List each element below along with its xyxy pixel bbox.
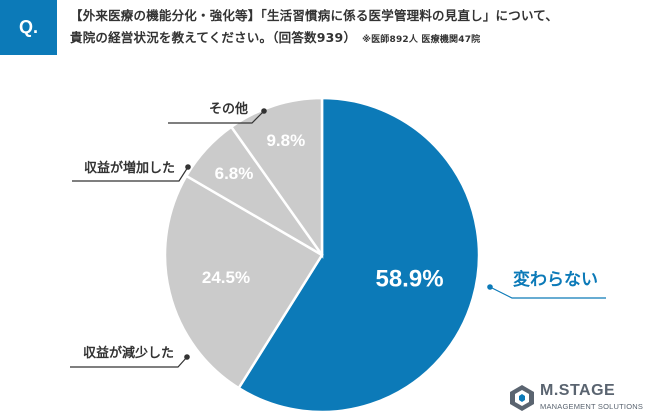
leader-dot-2: [184, 354, 190, 360]
leader-line-3: [72, 166, 189, 182]
question-line-1: 【外来医療の機能分化・強化等】「生活習慣病に係る医学管理料の見直し」について、: [70, 8, 559, 23]
company-logo: M.STAGE MANAGEMENT SOLUTIONS: [510, 382, 650, 416]
logo-name: M.STAGE: [540, 382, 616, 399]
leader-line-2: [70, 356, 188, 368]
category-label-4: その他: [209, 101, 248, 117]
value-label-2: 24.5%: [202, 268, 250, 287]
logo-mark-icon: [510, 385, 534, 411]
category-label-1: 変わらない: [513, 269, 598, 290]
value-label-1: 58.9%: [375, 265, 443, 292]
leader-dot-4: [261, 108, 267, 114]
question-text: 【外来医療の機能分化・強化等】「生活習慣病に係る医学管理料の見直し」について、 …: [70, 5, 645, 51]
question-line-2-text: 貴院の経営状況を教えてください。（回答数939）: [70, 30, 357, 45]
pie-slice-2: [163, 174, 324, 390]
leader-line-4: [168, 110, 265, 124]
question-line-2: 貴院の経営状況を教えてください。（回答数939） ※医師892人 医療機関47院: [70, 27, 645, 51]
category-label-3: 収益が増加した: [84, 160, 175, 176]
pie-slice-4: [229, 96, 324, 259]
logo-subtitle: MANAGEMENT SOLUTIONS: [540, 402, 644, 411]
leader-line-1: [489, 286, 606, 299]
value-label-4: 9.8%: [266, 131, 305, 150]
category-label-2: 収益が減少した: [83, 345, 174, 361]
question-badge: Q.: [0, 0, 57, 55]
value-label-3: 6.8%: [215, 164, 254, 183]
leader-dot-1: [487, 284, 493, 290]
leader-dot-3: [185, 164, 191, 170]
pie-slice-1: [236, 96, 481, 414]
respondent-note: ※医師892人 医療機関47院: [362, 35, 481, 45]
